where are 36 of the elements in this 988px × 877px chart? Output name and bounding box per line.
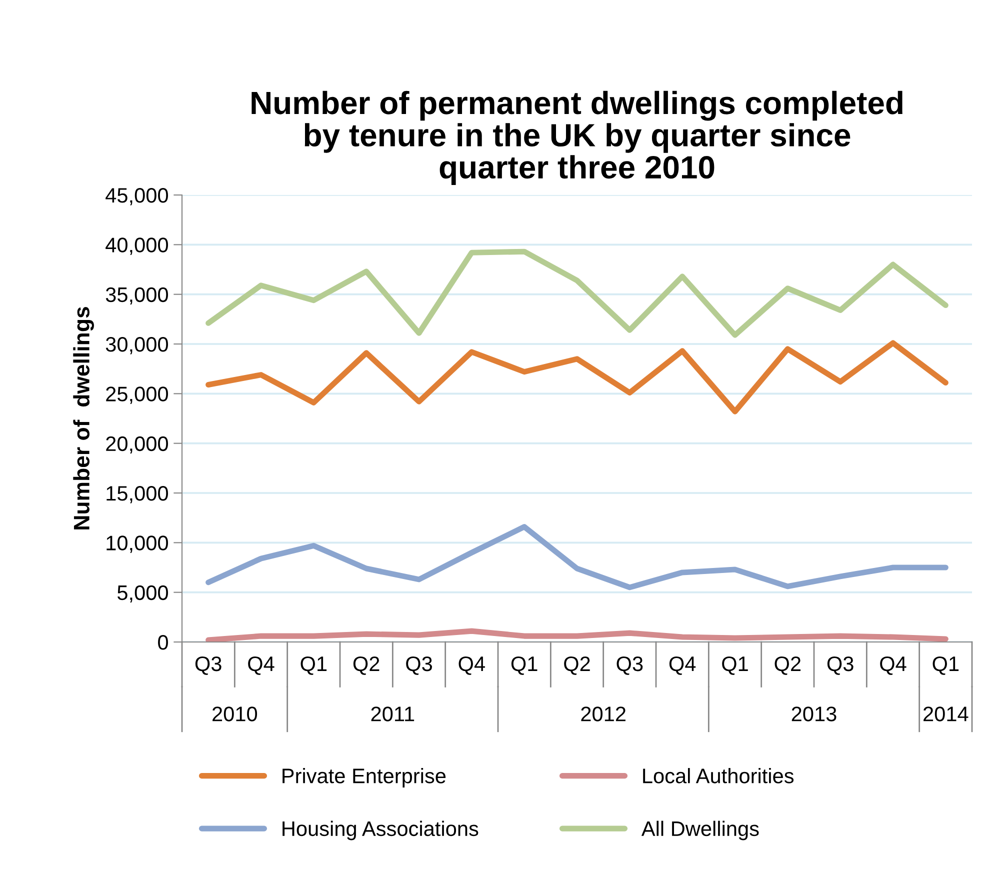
x-tick-label: Q3: [406, 656, 432, 675]
x-tick-label: Q1: [300, 656, 327, 675]
x-tick-label: Q3: [616, 656, 643, 675]
legend-label: Housing Associations: [282, 820, 478, 840]
y-tick-label: 10,000: [106, 536, 168, 553]
x-tick-label: Q1: [511, 656, 538, 675]
chart-title: Number of permanent dwellings completed by tenure in the UK by quarter since quarter three 2010: [252, 90, 902, 185]
y-axis-title: Number of dwellings: [73, 307, 94, 530]
legend-label: All Dwellings: [641, 820, 759, 840]
x-tick-label: Q2: [353, 656, 380, 675]
legend-label: Private Enterprise: [282, 768, 446, 788]
x-tick-label: Q1: [932, 656, 959, 675]
text: 2011: [371, 706, 414, 722]
text: 2012: [581, 706, 626, 722]
y-tick-label: 20,000: [106, 436, 168, 454]
x-tick-label: Q3: [827, 656, 854, 675]
y-tick-label: 0: [158, 635, 168, 650]
x-tick-label: Q2: [564, 656, 590, 675]
x-tick-label: Q4: [669, 656, 696, 675]
y-tick-label: 30,000: [106, 337, 168, 354]
text: 2014: [924, 706, 968, 722]
y-tick-label: 15,000: [106, 486, 168, 504]
legend-label: Local Authorities: [643, 768, 794, 784]
y-tick-label: 25,000: [106, 386, 168, 404]
x-tick-label: Q4: [458, 656, 485, 675]
text: 2013: [792, 706, 836, 722]
y-tick-label: 45,000: [106, 188, 168, 206]
x-tick-label: Q4: [880, 656, 906, 675]
x-tick-label: Q3: [195, 656, 222, 675]
y-tick-label: 40,000: [106, 238, 168, 255]
text: 2010: [212, 706, 258, 722]
y-tick-label: 35,000: [106, 287, 168, 305]
x-tick-label: Q2: [774, 656, 801, 675]
x-tick-label: Q4: [248, 656, 274, 675]
x-tick-label: Q1: [722, 656, 748, 675]
y-tick-label: 5,000: [118, 585, 168, 603]
